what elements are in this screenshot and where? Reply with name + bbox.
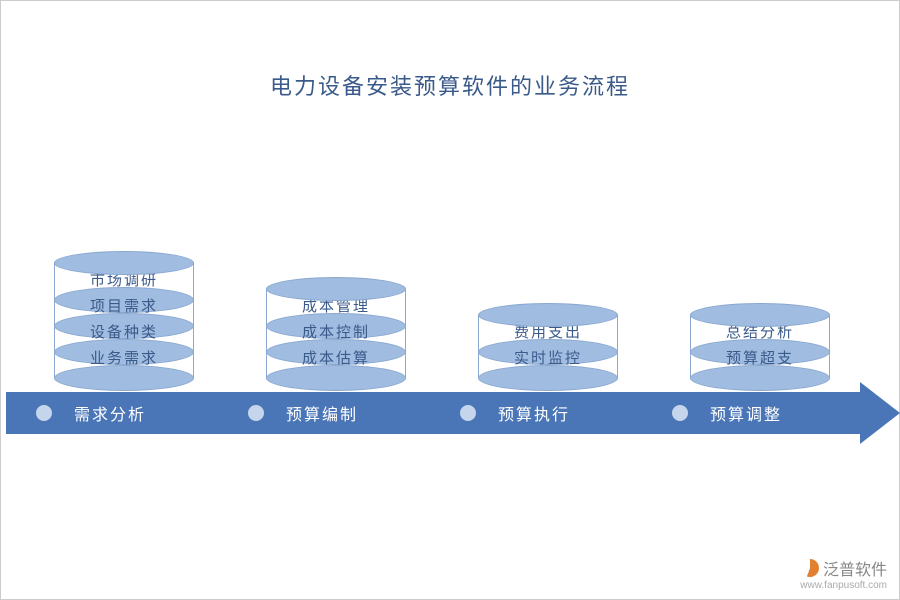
arrow-head-icon — [860, 382, 900, 444]
watermark-url: www.fanpusoft.com — [800, 580, 887, 591]
band-label: 实时监控 — [514, 350, 582, 367]
cylinder-stack-3: 总结分析 预算超支 — [690, 303, 830, 391]
step-label: 预算调整 — [710, 401, 782, 425]
cylinder-cap — [690, 303, 830, 327]
arrow-step-3: 预算调整 — [672, 392, 782, 434]
arrow-step-0: 需求分析 — [36, 392, 146, 434]
step-dot-icon — [36, 405, 52, 421]
diagram-title: 电力设备安装预算软件的业务流程 — [1, 1, 899, 101]
cylinder-stack-0: 市场调研 项目需求 设备种类 业务需求 — [54, 251, 194, 391]
step-dot-icon — [460, 405, 476, 421]
arrow-step-2: 预算执行 — [460, 392, 570, 434]
watermark-brand-text: 泛普软件 — [823, 556, 887, 580]
band-label: 成本估算 — [302, 350, 370, 367]
process-arrow: 需求分析 预算编制 预算执行 预算调整 — [6, 392, 896, 434]
band-label: 设备种类 — [90, 324, 158, 341]
cylinder-cap — [54, 251, 194, 275]
cylinder-cap — [478, 303, 618, 327]
diagram-area: 市场调研 项目需求 设备种类 业务需求 成本管理 成本控制 成本估算 费用支出 … — [36, 151, 886, 431]
band-label: 项目需求 — [90, 298, 158, 315]
cylinder-stack-2: 费用支出 实时监控 — [478, 303, 618, 391]
step-label: 预算编制 — [286, 401, 358, 425]
watermark: 泛普软件 www.fanpusoft.com — [800, 556, 887, 591]
cylinder-stack-1: 成本管理 成本控制 成本估算 — [266, 277, 406, 391]
step-label: 预算执行 — [498, 401, 570, 425]
step-dot-icon — [248, 405, 264, 421]
watermark-brand: 泛普软件 — [800, 556, 887, 580]
step-dot-icon — [672, 405, 688, 421]
band-label: 业务需求 — [90, 350, 158, 367]
band-label: 成本控制 — [302, 324, 370, 341]
arrow-step-1: 预算编制 — [248, 392, 358, 434]
band-label: 预算超支 — [726, 350, 794, 367]
watermark-logo-icon — [801, 559, 819, 577]
step-label: 需求分析 — [74, 401, 146, 425]
cylinder-cap — [266, 277, 406, 301]
